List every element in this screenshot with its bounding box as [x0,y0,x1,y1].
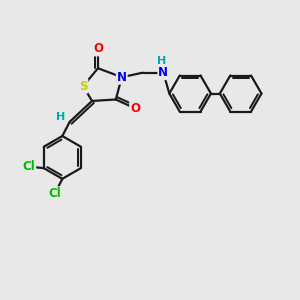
Text: Cl: Cl [49,187,61,200]
Text: Cl: Cl [22,160,35,173]
Text: H: H [157,56,167,66]
Text: N: N [158,66,168,79]
Text: O: O [93,42,103,56]
Text: O: O [130,102,140,115]
Text: S: S [79,80,87,93]
Text: N: N [117,71,127,84]
Text: H: H [56,112,65,122]
